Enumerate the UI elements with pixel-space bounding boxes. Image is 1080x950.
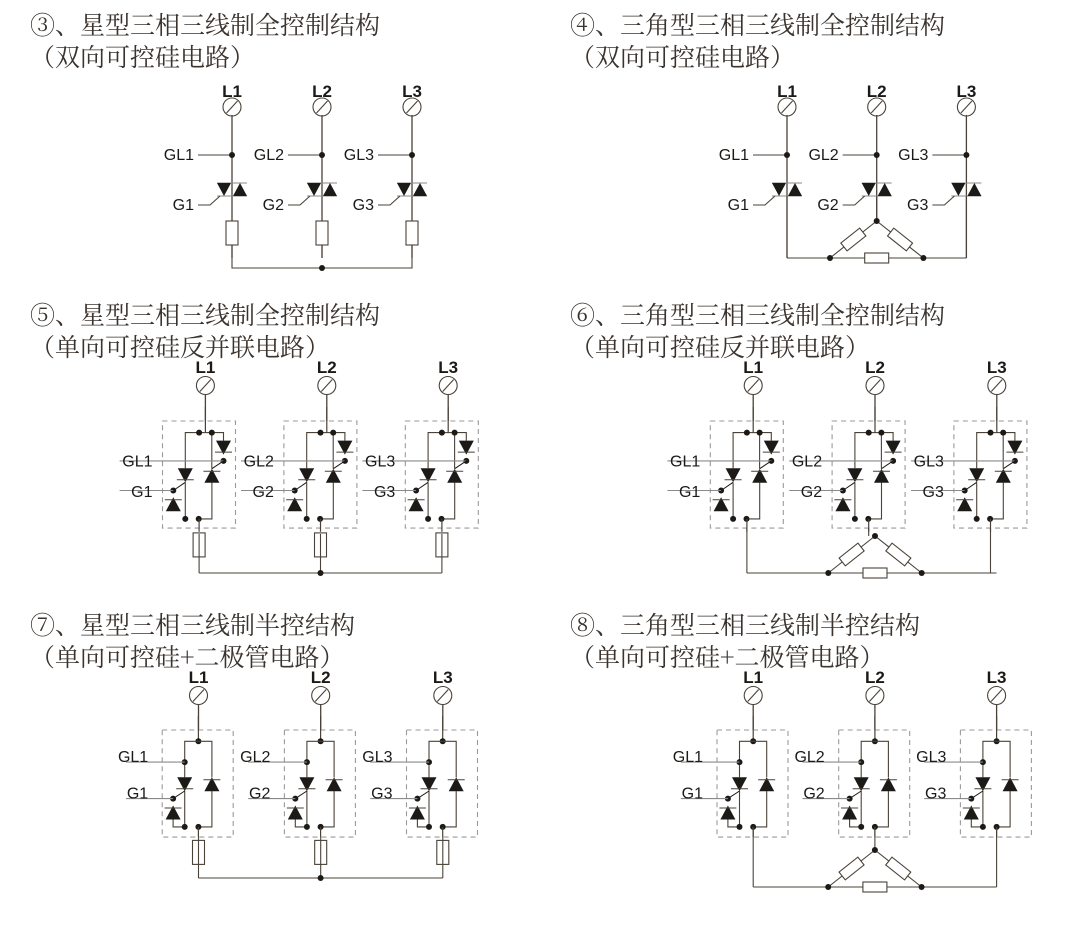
svg-text:L3: L3	[956, 82, 976, 101]
svg-text:L2: L2	[865, 668, 885, 687]
svg-text:G2: G2	[263, 197, 284, 214]
svg-text:G2: G2	[249, 786, 270, 803]
svg-text:G2: G2	[817, 197, 838, 214]
svg-text:L1: L1	[743, 668, 763, 687]
svg-text:L1: L1	[777, 82, 797, 101]
svg-text:G2: G2	[803, 786, 824, 803]
svg-text:L1: L1	[222, 82, 242, 101]
svg-text:GL2: GL2	[240, 749, 270, 766]
svg-text:GL3: GL3	[914, 454, 944, 471]
svg-text:GL2: GL2	[254, 147, 284, 164]
svg-text:G1: G1	[728, 197, 749, 214]
svg-text:L1: L1	[189, 668, 209, 687]
svg-text:L2: L2	[867, 82, 887, 101]
svg-text:G2: G2	[801, 484, 822, 501]
svg-text:GL3: GL3	[362, 749, 392, 766]
svg-text:GL3: GL3	[365, 454, 395, 471]
svg-text:L3: L3	[987, 668, 1007, 687]
svg-text:L2: L2	[317, 358, 337, 377]
svg-text:G1: G1	[679, 484, 700, 501]
svg-text:G3: G3	[353, 197, 374, 214]
svg-text:G3: G3	[371, 786, 392, 803]
svg-text:G3: G3	[925, 786, 946, 803]
svg-text:GL3: GL3	[344, 147, 374, 164]
svg-text:G3: G3	[923, 484, 944, 501]
svg-text:G3: G3	[374, 484, 395, 501]
svg-text:G1: G1	[127, 786, 148, 803]
svg-text:G2: G2	[253, 484, 274, 501]
svg-text:GL1: GL1	[122, 454, 152, 471]
svg-text:L2: L2	[312, 82, 332, 101]
svg-text:GL2: GL2	[794, 749, 824, 766]
svg-text:GL1: GL1	[670, 454, 700, 471]
svg-text:GL1: GL1	[118, 749, 148, 766]
svg-text:L2: L2	[865, 358, 885, 377]
svg-text:GL2: GL2	[792, 454, 822, 471]
svg-text:L1: L1	[743, 358, 763, 377]
svg-text:G1: G1	[131, 484, 152, 501]
svg-text:GL2: GL2	[244, 454, 274, 471]
svg-text:GL1: GL1	[719, 147, 749, 164]
svg-text:L2: L2	[311, 668, 331, 687]
svg-text:GL1: GL1	[673, 749, 703, 766]
svg-text:L3: L3	[402, 82, 422, 101]
svg-text:GL1: GL1	[164, 147, 194, 164]
svg-text:L1: L1	[195, 358, 215, 377]
svg-text:G1: G1	[682, 786, 703, 803]
svg-text:G3: G3	[907, 197, 928, 214]
svg-text:L3: L3	[987, 358, 1007, 377]
svg-text:GL3: GL3	[916, 749, 946, 766]
svg-text:G1: G1	[173, 197, 194, 214]
svg-text:GL3: GL3	[898, 147, 928, 164]
svg-text:GL2: GL2	[808, 147, 838, 164]
svg-text:L3: L3	[433, 668, 453, 687]
svg-text:L3: L3	[438, 358, 458, 377]
